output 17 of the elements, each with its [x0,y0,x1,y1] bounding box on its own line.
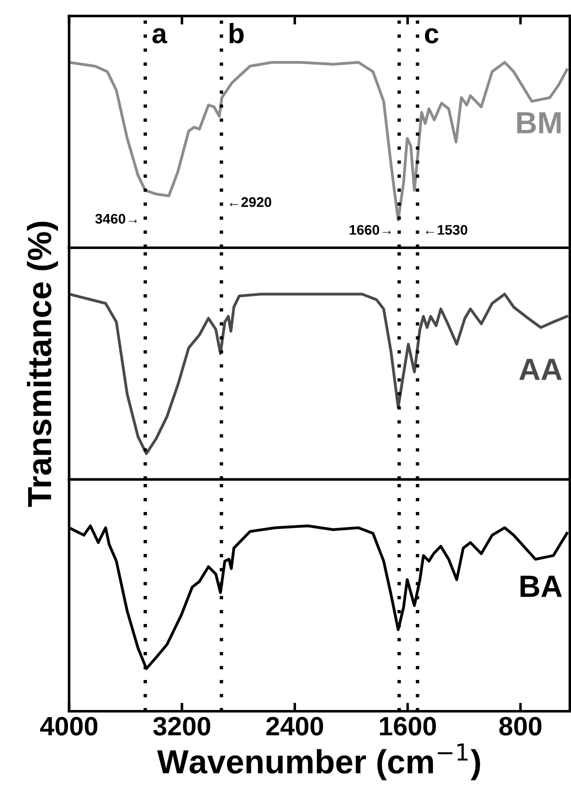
annotation: ←1530 [426,224,468,235]
ref-line-label: a [152,28,168,44]
x-tick-label: 800 [499,716,542,736]
x-axis-title: Wavenumber (cm$^{−1}$) [157,744,480,780]
annotation: 3460→ [95,214,137,224]
series-label: BA [520,576,562,597]
x-tick-label: 4000 [40,716,98,736]
x-tick-label: 2400 [266,716,324,736]
annotation: 1660→ [350,224,391,235]
series-label: BM [517,112,561,134]
ref-line-label: b [230,22,244,44]
x-tick-label: 3200 [153,716,210,736]
x-tick-label: 1600 [380,716,436,736]
annotation: ←2920 [230,197,272,208]
y-axis-title: Transmittance (%) [26,222,58,507]
series-label: AA [519,358,562,380]
ref-line-label: c [424,28,438,44]
